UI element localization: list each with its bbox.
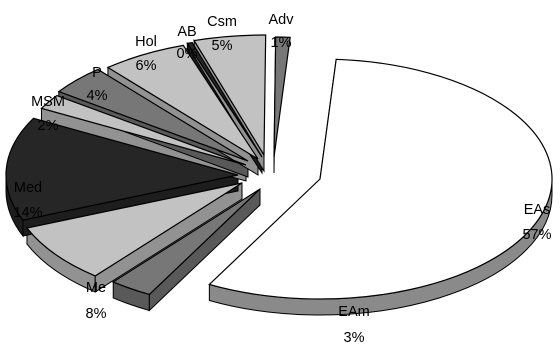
slice-adv <box>273 36 291 158</box>
label-hol-name: Hol <box>135 34 157 50</box>
label-me-value: 8% <box>86 306 107 322</box>
slice-eam <box>111 188 261 296</box>
label-me-name: Me <box>86 280 106 296</box>
label-csm-name: Csm <box>207 14 237 30</box>
label-ab-name: AB <box>177 24 196 40</box>
label-med-name: Med <box>14 180 42 196</box>
pie-labels: EAs 57% EAm 3% Me 8% Med 14% MSM 2% P 4% Hol 6% AB 0% Cs… <box>13 12 551 346</box>
label-p-value: 4% <box>87 88 108 104</box>
label-adv-value: 1% <box>271 35 292 51</box>
label-msm-name: MSM <box>31 94 65 110</box>
label-med-value: 14% <box>13 205 42 221</box>
label-msm-value: 2% <box>38 118 59 134</box>
label-eas-name: EAs <box>524 202 551 218</box>
slice-me <box>25 182 243 277</box>
slice-msm <box>40 94 247 166</box>
label-adv-name: Adv <box>269 12 295 28</box>
slice-eas <box>208 58 553 300</box>
slice-hol <box>106 44 259 160</box>
label-eam-name: EAm <box>338 304 369 320</box>
pie-slice-tops <box>5 34 553 300</box>
slice-ab <box>186 41 263 158</box>
slice-csm <box>193 34 267 158</box>
label-csm-value: 5% <box>212 38 233 54</box>
slice-p <box>57 68 249 162</box>
label-eam-value: 3% <box>344 330 365 346</box>
slice-med <box>5 117 239 221</box>
label-eas-value: 57% <box>522 227 551 243</box>
label-ab-value: 0% <box>177 46 198 62</box>
label-p-name: P <box>92 65 102 81</box>
label-hol-value: 6% <box>136 58 157 74</box>
